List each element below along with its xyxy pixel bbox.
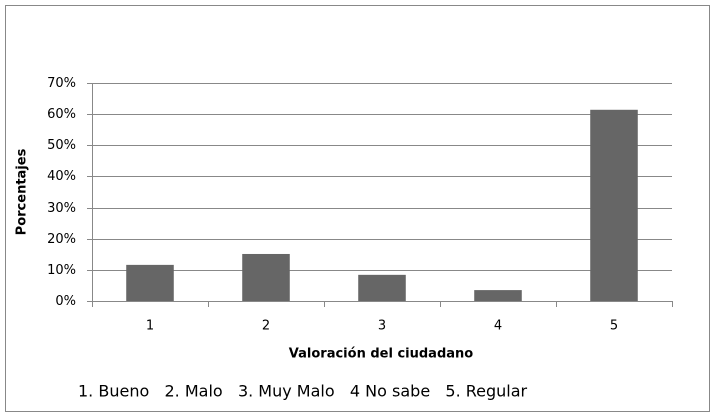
y-tick-label: 70%	[47, 76, 76, 91]
y-tick-label: 60%	[47, 107, 76, 122]
x-tick-label: 1	[146, 319, 154, 334]
bar	[474, 290, 522, 301]
y-tick-label: 40%	[47, 169, 76, 184]
y-axis-title: Porcentajes	[15, 148, 30, 235]
x-axis-title: Valoración del ciudadano	[289, 347, 474, 362]
bar	[358, 274, 406, 301]
y-tick-label: 20%	[47, 232, 76, 247]
x-tick-label: 3	[378, 319, 386, 334]
y-tick-label: 10%	[47, 263, 76, 278]
x-tick-label: 5	[610, 319, 618, 334]
y-tick-label: 50%	[47, 138, 76, 153]
y-tick-label: 0%	[55, 294, 76, 309]
bar	[590, 109, 638, 301]
x-tick-label: 2	[262, 319, 270, 334]
y-tick-label: 30%	[47, 201, 76, 216]
legend-note: 1. Bueno 2. Malo 3. Muy Malo 4 No sabe 5…	[78, 382, 528, 401]
bar	[242, 253, 290, 301]
x-tick-label: 4	[494, 319, 502, 334]
bar	[126, 264, 174, 301]
